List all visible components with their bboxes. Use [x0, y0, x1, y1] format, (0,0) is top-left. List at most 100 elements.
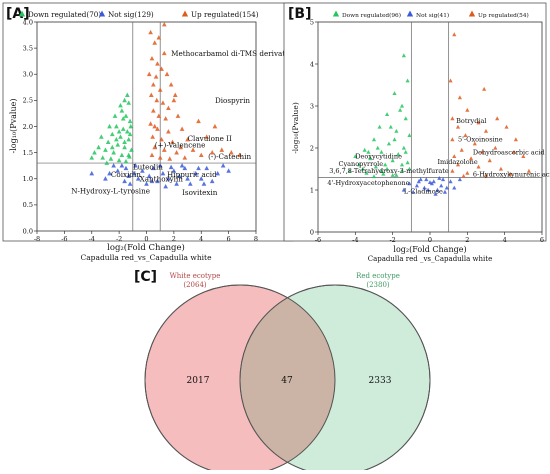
data-point: [150, 134, 155, 139]
panel-a-label: [A]: [6, 6, 30, 22]
data-point: [122, 97, 127, 103]
data-point: [366, 149, 371, 154]
data-point: [476, 164, 481, 169]
data-point: [435, 187, 440, 192]
panel-c-label: [C]: [134, 269, 157, 285]
data-point: [463, 133, 468, 138]
data-point: [159, 136, 164, 142]
data-point: [237, 152, 242, 158]
data-point: [160, 170, 166, 176]
panel-b-x-axis-title: log₂(Fold Change): [393, 245, 466, 254]
series-not-sig: [401, 175, 462, 196]
data-point: [179, 163, 185, 168]
data-point: [196, 118, 201, 124]
data-point: [115, 142, 121, 147]
data-point: [89, 155, 95, 160]
data-point: [151, 108, 156, 113]
data-point: [170, 139, 175, 144]
data-point: [108, 156, 114, 161]
x-tick-label: 0: [428, 236, 432, 244]
data-point: [123, 113, 129, 118]
data-point: [444, 185, 449, 190]
data-point: [120, 116, 126, 121]
data-point: [384, 112, 390, 117]
data-point: [161, 22, 167, 27]
point-annotation: Botrydial: [456, 117, 486, 125]
data-point: [122, 139, 127, 144]
panel-a-y-axis-title: -log₁₀(Pvalue): [9, 99, 18, 154]
legend-label: Up regulated(154): [191, 10, 259, 19]
data-point: [146, 71, 152, 77]
data-point: [384, 166, 390, 171]
data-point: [98, 134, 104, 139]
legend-label: Down regulated(96): [342, 12, 401, 19]
data-point: [149, 178, 155, 184]
venn-white-only-count: 2017: [187, 376, 210, 386]
data-point: [508, 171, 513, 176]
panel-a-caption: Capadulla red_vs_Capadulla white: [80, 253, 212, 262]
point-annotation: Imidazolone: [437, 158, 477, 166]
data-point: [373, 164, 378, 169]
point-annotation: L-Cladinose: [404, 187, 443, 195]
data-point: [450, 116, 455, 121]
x-tick-label: -2: [116, 235, 122, 243]
x-tick-label: 2: [172, 235, 176, 243]
data-point: [111, 150, 116, 155]
data-point: [353, 154, 358, 159]
y-tick-label: 3.5: [23, 44, 33, 52]
data-point: [399, 162, 405, 167]
data-point: [422, 185, 427, 190]
volcano-plot-b: [B] Down regulated(96) Not sig(41) Up regu…: [283, 2, 550, 263]
venn-diagram: [C] White ecotype (2064) Red ecotype (23…: [134, 269, 431, 474]
data-point: [416, 179, 421, 184]
data-point: [433, 191, 438, 196]
venn-red-outline: [239, 284, 431, 474]
data-point: [144, 181, 149, 186]
data-point: [160, 100, 166, 105]
panel-a-frame: [2, 2, 294, 242]
y-tick-label: 1.5: [23, 149, 33, 157]
panel-a-points: [89, 22, 242, 189]
data-point: [146, 173, 152, 178]
venn-red-name: Red ecotype: [356, 272, 400, 280]
x-tick-label: -6: [61, 235, 67, 243]
data-point: [131, 170, 137, 176]
data-point: [381, 171, 386, 176]
data-point: [185, 176, 190, 181]
data-point: [392, 91, 397, 96]
venn-white-size: (2064): [183, 281, 207, 289]
data-point: [448, 179, 453, 184]
data-point: [229, 150, 234, 155]
data-point: [152, 144, 158, 150]
data-point: [390, 173, 395, 177]
legend-label: Not sig(129): [108, 10, 154, 19]
point-annotation: Luteolin: [133, 162, 163, 171]
data-point: [163, 116, 169, 121]
data-point: [127, 181, 133, 186]
panel-b-threshold-lines: [318, 22, 542, 232]
y-tick-label: 1.0: [23, 175, 33, 183]
data-point: [405, 160, 410, 165]
data-point: [362, 147, 367, 152]
y-tick-label: 0.0: [23, 227, 33, 235]
series-down-regulated: [347, 53, 412, 179]
data-point: [386, 141, 392, 146]
data-point: [149, 55, 155, 61]
point-annotation: 3,6,7,8-Tetrahydroxy-3-methylfurate: [329, 167, 449, 175]
x-tick-label: -2: [389, 236, 395, 244]
data-point: [403, 116, 408, 121]
data-point: [377, 124, 382, 129]
x-tick-label: 0: [144, 235, 148, 243]
data-point: [193, 170, 199, 176]
legend-marker: [406, 10, 414, 17]
data-point: [153, 74, 159, 79]
data-point: [465, 170, 470, 175]
data-point: [511, 149, 517, 154]
data-point: [116, 157, 122, 163]
point-annotation: Xanthoxylin: [140, 174, 184, 183]
data-point: [440, 177, 446, 182]
data-point: [379, 168, 384, 173]
data-point: [127, 118, 133, 124]
data-point: [167, 156, 173, 161]
data-point: [198, 176, 204, 181]
